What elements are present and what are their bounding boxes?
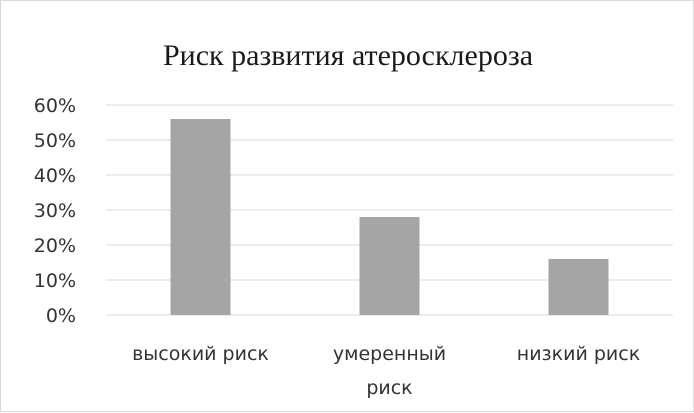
y-tick-label: 0% [46, 305, 76, 327]
category-label: высокий риск [132, 343, 269, 365]
category-label: умеренный [333, 343, 446, 365]
bar [359, 217, 420, 315]
y-tick-label: 50% [34, 130, 76, 152]
y-tick-label: 40% [34, 165, 76, 187]
y-tick-label: 30% [34, 200, 76, 222]
bar [548, 259, 609, 315]
y-tick-label: 10% [34, 270, 76, 292]
category-label: риск [366, 377, 412, 399]
chart-title: Риск развития атеросклероза [162, 39, 534, 72]
y-tick-label: 20% [34, 235, 76, 257]
category-label: низкий риск [517, 343, 640, 365]
y-tick-label: 60% [34, 95, 76, 117]
bar [170, 119, 231, 315]
